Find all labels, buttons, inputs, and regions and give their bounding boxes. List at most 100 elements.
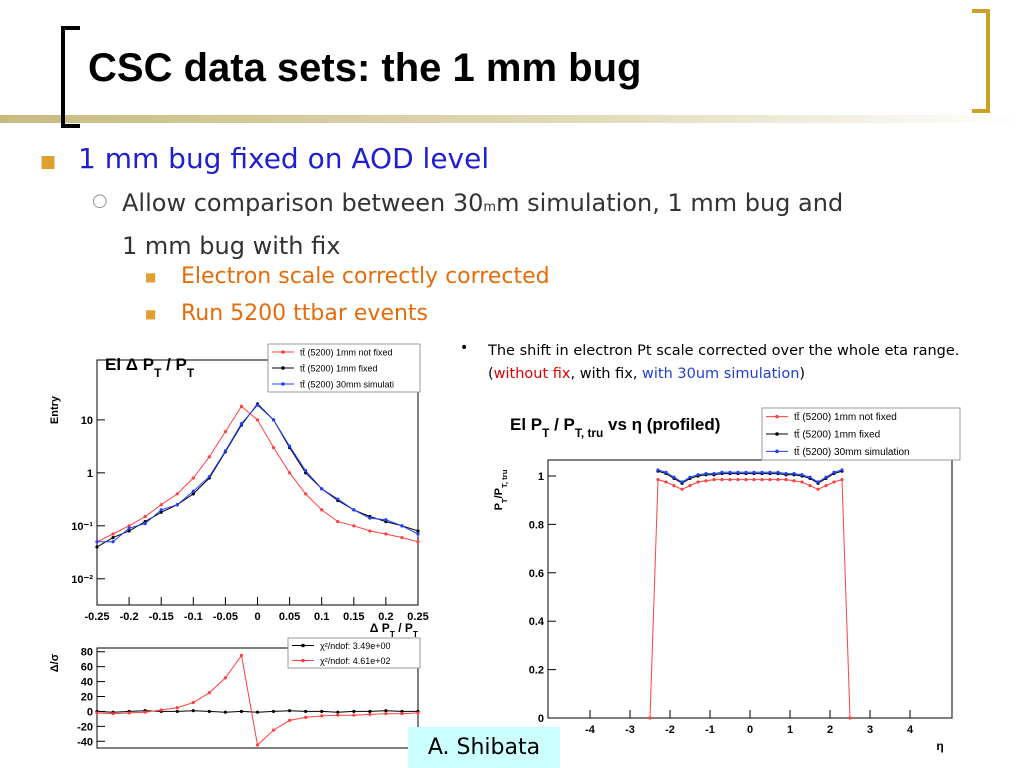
x-tick-label: 0.15: [343, 611, 364, 623]
data-point: [824, 475, 828, 479]
legend-marker: [301, 643, 305, 648]
y-tick-label: 20: [81, 692, 93, 704]
sub-sub-bullet-marker: ■: [145, 270, 157, 284]
data-point: [768, 478, 772, 482]
y-tick-label: 10: [81, 415, 93, 427]
y-tick-label: 0.8: [529, 519, 544, 531]
data-point: [744, 478, 748, 482]
data-point: [191, 492, 195, 496]
x-tick-label: 1: [787, 724, 793, 736]
data-point: [800, 480, 804, 484]
legend-marker: [281, 382, 285, 386]
y-tick-label: 1: [538, 471, 544, 483]
data-point: [95, 711, 99, 715]
y-tick-label: 1: [87, 468, 93, 480]
x-tick-label: -1: [705, 724, 715, 736]
data-point: [808, 484, 812, 488]
x-tick-label: 0: [254, 611, 260, 623]
legend-label: tt̄ (5200) 30mm simulati: [300, 380, 394, 390]
data-point: [680, 480, 684, 484]
plot-title-part: El P: [510, 415, 542, 434]
data-point: [792, 479, 796, 483]
y-tick-label: 40: [81, 677, 93, 689]
x-tick-label: 0: [747, 724, 753, 736]
data-point: [255, 403, 260, 407]
data-point: [223, 449, 227, 453]
note-marker: •: [460, 340, 469, 356]
data-point: [352, 508, 356, 512]
slide-title: CSC data sets: the 1 mm bug: [88, 46, 642, 90]
plot-title: El PT / PT, tru vs η (profiled): [510, 415, 720, 440]
note-text: The shift in electron Pt scale corrected…: [488, 343, 960, 359]
data-point: [159, 510, 163, 514]
x-axis-label-part: T: [413, 629, 419, 639]
data-point: [416, 529, 420, 533]
data-point: [816, 480, 820, 484]
sub-bullet-small: m: [483, 200, 497, 215]
data-point: [680, 487, 684, 491]
data-point: [712, 478, 716, 482]
legend-label: tt̄ (5200) 1mm not fixed: [794, 411, 897, 423]
legend-label: χ²/ndof: 3.49e+00: [320, 641, 391, 651]
data-point: [288, 718, 292, 722]
data-point: [648, 716, 652, 720]
y-tick-label: 0.6: [529, 568, 544, 580]
left-bracket: [61, 26, 80, 128]
data-point: [336, 713, 340, 717]
x-tick-label: 0.05: [279, 611, 300, 623]
x-tick-label: 0.1: [314, 611, 329, 623]
data-point: [736, 478, 740, 482]
data-point: [304, 469, 308, 473]
x-tick-label: -3: [625, 724, 635, 736]
legend-label: tt̄ (5200) 1mm fixed: [794, 428, 880, 440]
x-tick-label: -0.1: [184, 611, 203, 623]
data-point: [792, 471, 796, 476]
right-bracket: [972, 9, 990, 113]
data-point: [95, 545, 99, 549]
y-axis-label-part: T, tru: [500, 469, 509, 488]
data-point: [352, 713, 356, 717]
data-point: [808, 475, 812, 479]
data-point: [832, 480, 836, 484]
plot-title-part: / P: [161, 355, 187, 374]
data-point: [175, 503, 179, 507]
y-axis-label-part: T: [500, 498, 509, 503]
data-point: [191, 489, 195, 493]
data-point: [696, 473, 700, 477]
data-point: [368, 516, 372, 520]
data-point: [384, 518, 388, 522]
data-point: [239, 709, 244, 714]
y-tick-label: 60: [81, 662, 93, 674]
data-point: [159, 503, 163, 507]
data-point: [127, 711, 131, 715]
data-point: [784, 471, 788, 476]
x-axis-label-part: Δ P: [370, 621, 390, 635]
data-point: [416, 711, 420, 715]
y-axis-label: PT/PT, tru: [493, 469, 509, 510]
plot-title-part: T, tru: [575, 426, 603, 440]
data-point: [143, 514, 147, 519]
note-text: (: [488, 366, 494, 382]
y-tick-label: 0: [538, 713, 544, 725]
data-point: [664, 470, 668, 474]
data-point: [239, 404, 244, 408]
plot-frame: [96, 359, 419, 606]
x-tick-label: 0.2: [378, 611, 393, 623]
legend-marker: [301, 658, 305, 663]
legend-box: [761, 407, 961, 461]
sub-sub-bullet-marker: ■: [145, 307, 157, 321]
data-point: [320, 714, 324, 718]
data-point: [832, 470, 836, 474]
data-point: [111, 540, 115, 544]
data-point: [223, 676, 227, 680]
x-tick-label: -0.25: [84, 611, 109, 623]
data-point: [127, 524, 131, 528]
data-point: [336, 520, 340, 524]
data-point: [175, 706, 179, 710]
data-point: [207, 474, 211, 479]
data-point: [159, 508, 163, 512]
y-axis-label: Entry: [49, 395, 61, 424]
x-tick-label: -0.05: [213, 611, 238, 623]
data-point: [191, 476, 195, 480]
